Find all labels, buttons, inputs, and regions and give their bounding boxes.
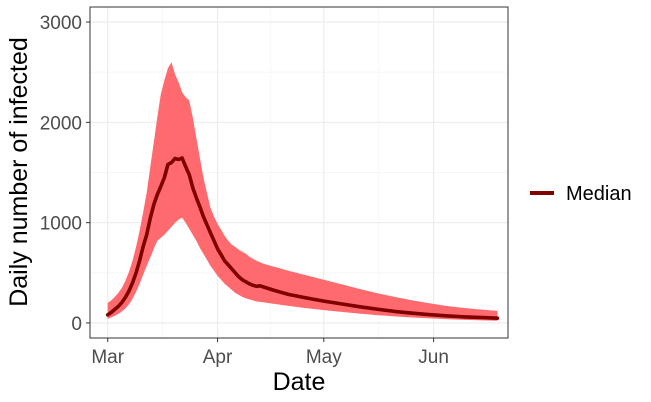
- x-tick-label: Mar: [91, 347, 124, 368]
- y-tick-label: 0: [71, 314, 82, 335]
- y-axis-title: Daily number of infected: [5, 37, 33, 307]
- x-axis-title: Date: [273, 368, 326, 396]
- x-tick-label: Jun: [418, 347, 449, 368]
- band-layer: [107, 62, 498, 321]
- y-axis: 0 1000 2000 3000: [40, 13, 90, 335]
- x-axis: Mar Apr May Jun: [91, 338, 449, 368]
- y-tick-label: 1000: [40, 214, 82, 235]
- y-tick-label: 2000: [40, 113, 82, 134]
- legend: Median: [530, 183, 632, 205]
- x-tick-label: May: [306, 347, 342, 368]
- median-line: [105, 156, 500, 320]
- plot-border: [89, 6, 509, 339]
- x-tick-label: Apr: [203, 347, 233, 368]
- line-layer: [105, 156, 500, 320]
- legend-label-median: Median: [566, 183, 632, 205]
- uncertainty-band: [107, 62, 498, 321]
- y-tick-label: 3000: [40, 13, 82, 34]
